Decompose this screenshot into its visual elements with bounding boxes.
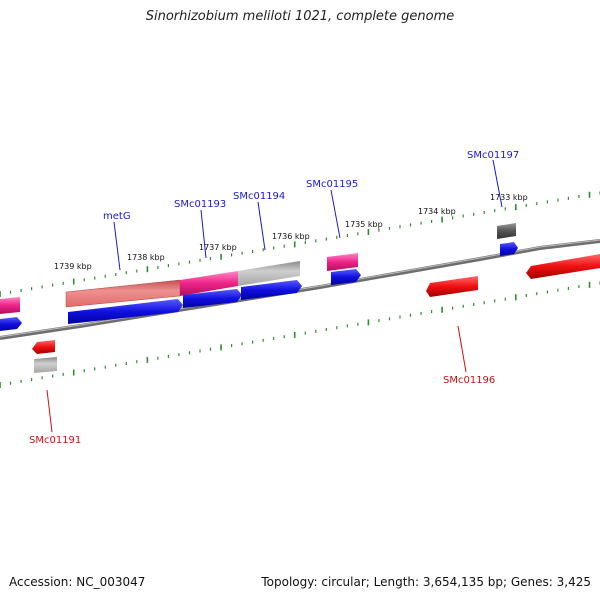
outer-scale-ticks — [0, 191, 600, 297]
cds-smc01194[interactable] — [241, 280, 302, 300]
scale-label-1738: 1738 kbp — [127, 253, 165, 262]
genome-backbone — [0, 239, 600, 340]
gene-left-pink[interactable] — [0, 297, 20, 314]
genome-backbone-highlight — [0, 239, 600, 338]
connector-smc01191 — [46, 389, 53, 433]
label-smc01197[interactable]: SMc01197 — [467, 150, 519, 161]
cds-left-blue[interactable] — [0, 317, 22, 331]
gene-smc01193[interactable] — [180, 271, 238, 296]
cds-metG[interactable] — [68, 299, 183, 324]
label-metG[interactable]: metG — [103, 211, 131, 222]
scale-label-1739: 1739 kbp — [54, 262, 92, 271]
gene-smc01196[interactable] — [426, 276, 478, 297]
connector-smc01195 — [330, 189, 341, 239]
inner-scale-ticks — [0, 281, 600, 388]
label-smc01193[interactable]: SMc01193 — [174, 199, 226, 210]
scale-label-1734: 1734 kbp — [418, 207, 456, 216]
label-smc01196[interactable]: SMc01196 — [443, 375, 495, 386]
cds-smc01197[interactable] — [500, 242, 518, 256]
gene-smc01194[interactable] — [238, 261, 300, 286]
gene-right-red[interactable] — [526, 254, 600, 279]
scale-label-1735: 1735 kbp — [345, 220, 383, 229]
accession-text: Accession: NC_003047 — [9, 575, 146, 589]
label-smc01195[interactable]: SMc01195 — [306, 179, 358, 190]
gene-smc01191-gray[interactable] — [34, 357, 57, 373]
gene-smc01197[interactable] — [497, 223, 516, 239]
label-smc01191[interactable]: SMc01191 — [29, 435, 81, 446]
connector-smc01193 — [200, 209, 207, 259]
cds-smc01193[interactable] — [183, 289, 242, 308]
cds-smc01195[interactable] — [331, 269, 361, 285]
scale-label-1733: 1733 kbp — [490, 193, 528, 202]
genome-summary-text: Topology: circular; Length: 3,654,135 bp… — [261, 575, 591, 589]
connector-smc01196 — [457, 325, 467, 373]
label-smc01194[interactable]: SMc01194 — [233, 191, 285, 202]
scale-label-1736: 1736 kbp — [272, 232, 310, 241]
connector-metG — [113, 221, 121, 271]
gene-smc01195[interactable] — [327, 253, 358, 271]
connector-smc01194 — [257, 201, 266, 251]
gene-smc01191-red[interactable] — [32, 340, 55, 354]
map-title: Sinorhizobium meliloti 1021, complete ge… — [145, 9, 455, 24]
scale-label-1737: 1737 kbp — [199, 243, 237, 252]
connector-smc01197 — [492, 159, 503, 208]
